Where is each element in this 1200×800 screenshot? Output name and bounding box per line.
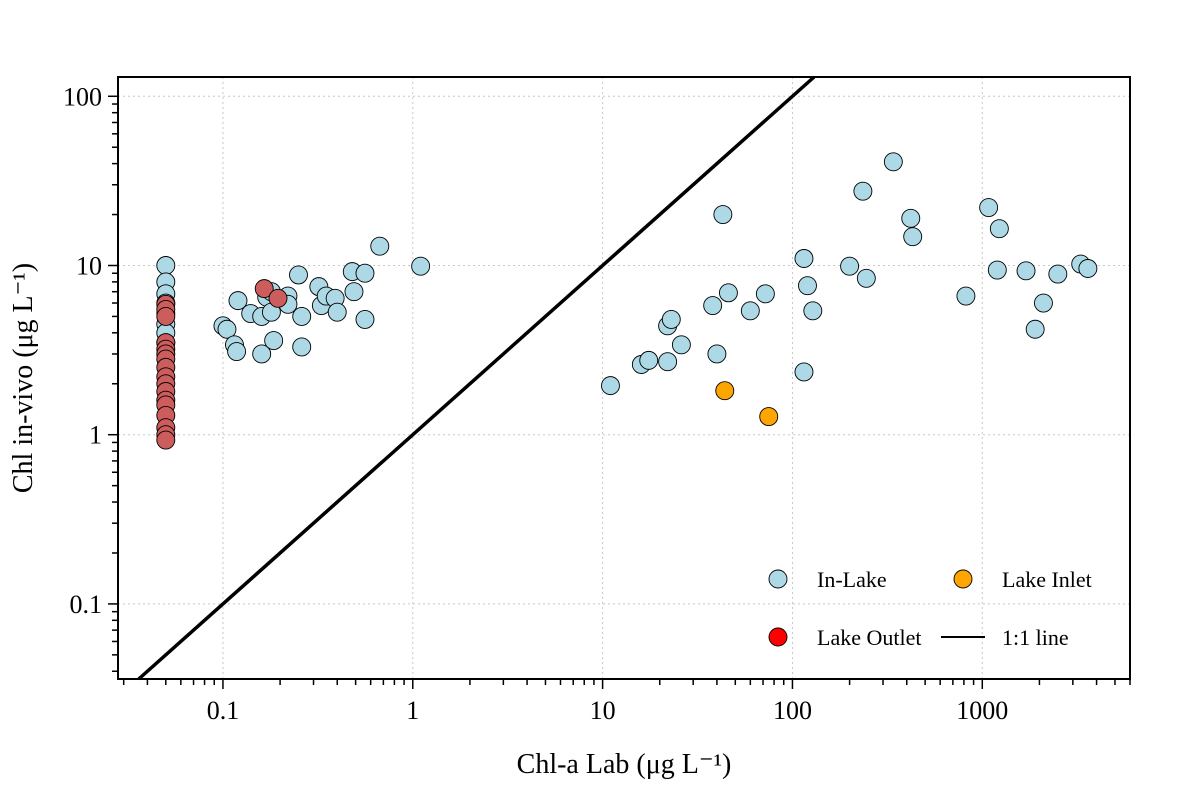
in-lake-point [355, 309, 375, 329]
x-tick-label: 1000 [956, 696, 1008, 725]
x-axis-title: Chl-a Lab (μg L⁻¹) [517, 749, 732, 780]
in-lake-point [713, 205, 733, 225]
in-lake-point [601, 376, 620, 396]
legend-label-in-lake: In-Lake [817, 567, 887, 592]
in-lake-point [156, 256, 176, 275]
in-lake-point [1033, 293, 1053, 313]
legend-label-lake-inlet: Lake Inlet [1002, 567, 1092, 592]
lake-outlet-point [268, 288, 288, 308]
in-lake-point [703, 296, 723, 315]
in-lake-point [292, 337, 312, 357]
in-lake-point [956, 286, 976, 306]
y-tick-label: 1 [89, 421, 102, 450]
in-lake-point [883, 152, 903, 172]
in-lake-point [344, 282, 364, 302]
in-lake-point [794, 362, 814, 382]
y-tick-label: 100 [63, 82, 102, 111]
in-lake-point [794, 249, 814, 268]
lake-outlet-point [254, 279, 274, 299]
in-lake-point [840, 256, 860, 276]
x-tick-label: 10 [590, 696, 616, 725]
in-lake-point [252, 344, 272, 364]
legend-marker-lake-outlet [768, 627, 788, 647]
in-lake-point [658, 352, 678, 372]
data-points [156, 152, 1098, 450]
in-lake-point [370, 236, 390, 256]
in-lake-point [740, 301, 760, 321]
in-lake-point [856, 268, 876, 288]
one-to-one-line [137, 75, 816, 681]
in-lake-point [411, 256, 431, 276]
in-lake-point [803, 301, 823, 321]
in-lake-point [903, 227, 923, 247]
in-lake-point [671, 335, 691, 355]
y-tick-label: 10 [76, 251, 102, 280]
in-lake-point [979, 198, 999, 218]
x-tick-label: 1 [406, 696, 419, 725]
in-lake-point [755, 284, 775, 304]
in-lake-point [707, 344, 727, 364]
in-lake-point [989, 219, 1009, 239]
plot-frame [117, 76, 1131, 680]
legend: In-Lake Lake Inlet Lake Outlet 1:1 line [768, 567, 1092, 650]
axis-ticks: 0.1 1 10 100 1000 0.1 1 10 100 [63, 82, 1131, 725]
lake-outlet-point [156, 306, 176, 326]
in-lake-point [327, 302, 347, 322]
in-lake-point [798, 276, 817, 296]
in-lake-point [1025, 319, 1045, 339]
in-lake-point [901, 208, 921, 228]
legend-label-lake-outlet: Lake Outlet [817, 625, 921, 650]
in-lake-point [853, 181, 873, 201]
in-lake-point [264, 331, 284, 351]
reference-line-layer [137, 75, 816, 681]
y-axis-title: Chl in-vivo (μg L⁻¹) [8, 263, 39, 493]
x-tick-label: 100 [773, 696, 812, 725]
in-lake-point [718, 283, 738, 303]
in-lake-point [217, 319, 237, 339]
in-lake-point [1016, 261, 1036, 281]
legend-label-1-1-line: 1:1 line [1002, 625, 1069, 650]
legend-marker-in-lake [768, 569, 788, 589]
legend-marker-lake-inlet [953, 569, 973, 589]
in-lake-point [355, 263, 375, 283]
x-tick-label: 0.1 [207, 696, 240, 725]
lake-inlet-point [715, 381, 735, 401]
lake-outlet-point [156, 430, 176, 450]
lake-inlet-point [759, 407, 779, 427]
grid-lines [118, 77, 1130, 679]
in-lake-point [227, 342, 247, 362]
in-lake-point [661, 309, 681, 329]
in-lake-point [289, 265, 308, 285]
in-lake-point [987, 260, 1007, 280]
in-lake-point [228, 291, 248, 311]
y-tick-label: 0.1 [70, 590, 103, 619]
in-lake-point [639, 350, 659, 370]
in-lake-point [1048, 264, 1068, 284]
in-lake-point [292, 306, 312, 326]
in-lake-point [1078, 259, 1098, 278]
